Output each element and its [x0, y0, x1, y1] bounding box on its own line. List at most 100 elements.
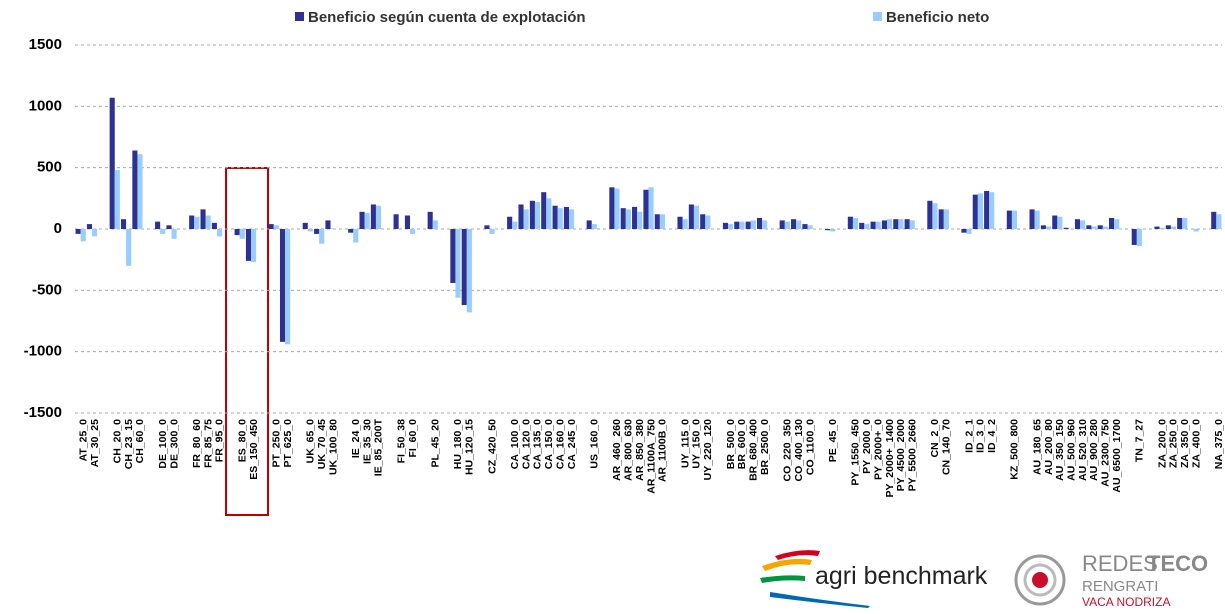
bar: [1131, 229, 1137, 245]
x-tick-label: ES_80_0: [236, 419, 248, 462]
x-tick-label: DE_100_0: [157, 419, 169, 469]
x-tick-label: CH_20_0: [112, 419, 124, 464]
bar: [791, 219, 797, 229]
teco-text: TECO: [1147, 551, 1208, 576]
bar: [319, 229, 325, 244]
bar: [200, 209, 206, 229]
x-tick-label: FI_50_38: [395, 419, 407, 464]
bar: [961, 229, 967, 233]
x-tick-label: BR_680_400: [747, 419, 759, 481]
teco-ring: [1023, 563, 1057, 597]
bar: [239, 229, 245, 239]
x-tick-label: UK_65_0: [305, 419, 317, 464]
x-tick-label: FR_80_60: [191, 419, 203, 468]
legend-label: Beneficio según cuenta de explotación: [308, 9, 586, 26]
x-tick-label: AU_350_150: [1054, 419, 1066, 481]
bar: [727, 224, 734, 229]
x-tick-label: CN_2_0: [929, 419, 941, 458]
x-tick-label: IE_85_200T: [373, 418, 385, 476]
bar: [682, 219, 688, 229]
bar: [268, 224, 274, 229]
x-tick-label: AR_1100A_750: [645, 419, 657, 494]
bar: [523, 209, 529, 229]
x-tick-label: CH_23_15: [123, 419, 135, 469]
x-tick-label: ZA_250_0: [1168, 419, 1180, 468]
bar: [166, 225, 172, 229]
bar: [109, 97, 115, 229]
bar: [80, 229, 86, 242]
bar: [359, 211, 365, 229]
x-tick-label: BR_600_0: [736, 419, 748, 469]
bar: [614, 188, 620, 229]
x-tick-label: IE_24_0: [350, 419, 362, 458]
bar: [120, 219, 127, 229]
bar: [512, 221, 518, 229]
y-tick-label: 0: [54, 220, 62, 237]
bar: [518, 204, 524, 229]
bar: [909, 220, 915, 229]
bar: [489, 229, 495, 234]
bar: [859, 222, 865, 229]
x-tick-label: CZ_420_50: [486, 419, 498, 474]
bar: [75, 229, 81, 234]
legend-swatch: [295, 12, 304, 21]
bar: [86, 224, 93, 229]
x-tick-label: ID_3_0: [975, 419, 987, 453]
bar: [348, 229, 354, 233]
y-tick-label: 500: [37, 159, 62, 176]
teco-ring: [1014, 554, 1066, 606]
x-tick-label: IE_35_30: [361, 419, 373, 464]
bar: [484, 225, 490, 229]
x-tick-label: DE_300_0: [168, 419, 180, 469]
x-tick-label: FR_85_75: [202, 419, 214, 468]
bar: [722, 222, 728, 229]
bar: [529, 200, 535, 229]
bar: [114, 170, 120, 229]
bar: [466, 229, 472, 313]
x-tick-label: AU_2300_750: [1100, 419, 1112, 487]
bar: [586, 220, 592, 229]
bar: [1177, 217, 1183, 229]
bar: [1109, 217, 1115, 229]
x-tick-label: UY_115_0: [679, 419, 691, 468]
x-tick-label: BR_2500_0: [759, 419, 771, 475]
bar: [984, 190, 990, 229]
bar: [1080, 220, 1086, 229]
x-tick-label: UY_220_120: [702, 419, 714, 480]
bar: [546, 198, 552, 229]
bar: [375, 205, 382, 229]
x-tick-label: AT_30_25: [89, 419, 101, 467]
bar: [1029, 209, 1035, 229]
bar: [1170, 226, 1177, 229]
x-tick-label: AR_800_630: [623, 419, 635, 481]
x-tick-label: PE_45_0: [827, 419, 839, 462]
x-tick-label: PY_5500_2660: [906, 419, 918, 492]
y-tick-label: -1000: [24, 343, 62, 360]
bar: [353, 229, 359, 243]
legend-swatch: [873, 12, 882, 21]
bar: [1074, 219, 1081, 229]
bar: [688, 204, 694, 229]
bar: [427, 211, 433, 229]
bar: [563, 206, 570, 229]
bar: [450, 229, 456, 283]
bar: [989, 192, 995, 229]
x-tick-label: CA_100_0: [509, 419, 521, 469]
bar: [455, 229, 461, 298]
x-tick-label: TN_7_27: [1134, 419, 1146, 462]
bar: [1216, 214, 1222, 229]
vaca-text: VACA NODRIZA: [1082, 595, 1170, 609]
bar: [314, 229, 320, 234]
bar: [705, 215, 711, 229]
x-tick-label: ES_150_450: [248, 419, 260, 480]
bar: [370, 204, 376, 229]
bar: [410, 229, 416, 234]
bar: [1011, 210, 1018, 229]
bar: [1045, 226, 1052, 229]
legend-label: Beneficio neto: [886, 9, 989, 26]
bar: [1154, 226, 1160, 229]
bar: [325, 220, 331, 229]
bar: [864, 224, 870, 229]
bar: [648, 187, 654, 229]
x-tick-label: HU_120_15: [464, 419, 476, 475]
